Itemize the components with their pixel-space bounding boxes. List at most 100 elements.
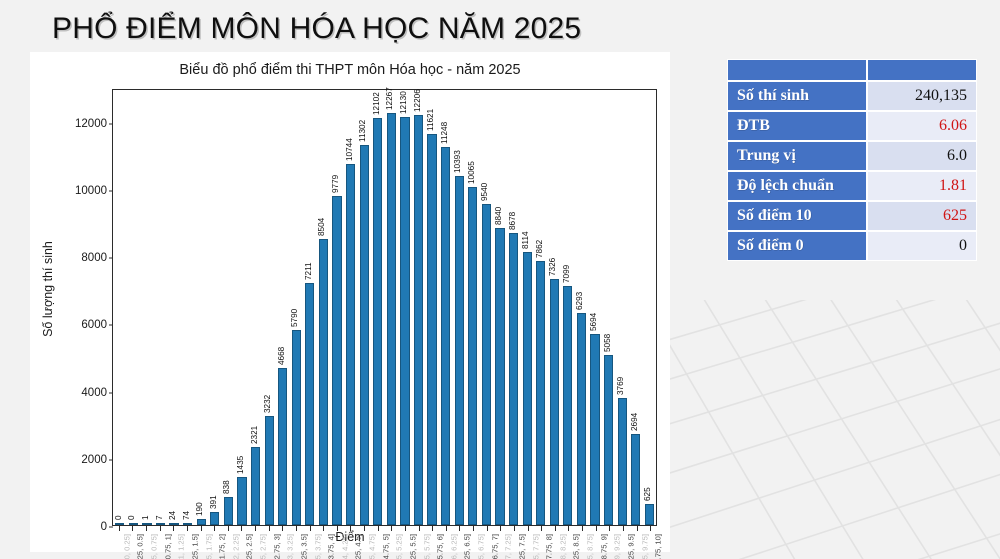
bar[interactable]: 7 bbox=[155, 515, 166, 525]
bar[interactable]: 8840 bbox=[494, 207, 505, 525]
x-tick-slot bbox=[330, 526, 344, 532]
bar-value-label: 8114 bbox=[521, 231, 531, 250]
bar-slot: 2321 bbox=[249, 90, 263, 525]
y-axis-tick-label: 8000 bbox=[81, 252, 107, 265]
bar-slot: 3232 bbox=[262, 90, 276, 525]
bar[interactable]: 391 bbox=[209, 495, 220, 525]
x-axis-tick-mark bbox=[350, 526, 352, 531]
x-tick-slot bbox=[235, 526, 249, 532]
bar[interactable]: 1435 bbox=[236, 456, 247, 525]
bar[interactable]: 7862 bbox=[535, 240, 546, 525]
x-axis-tick-mark bbox=[459, 526, 461, 531]
bar-slot: 8840 bbox=[493, 90, 507, 525]
x-axis-tick-mark bbox=[636, 526, 638, 531]
x-label-slot: (7.5, 7.75] bbox=[521, 534, 540, 559]
bar[interactable]: 4668 bbox=[277, 347, 288, 525]
bar[interactable]: 7326 bbox=[548, 258, 559, 525]
bar-value-label: 1 bbox=[141, 515, 151, 520]
bar[interactable]: 8678 bbox=[508, 212, 519, 525]
bar[interactable]: 2694 bbox=[630, 413, 641, 525]
bar[interactable]: 10393 bbox=[453, 150, 464, 525]
bar[interactable]: 8114 bbox=[521, 232, 532, 525]
bar[interactable]: 5694 bbox=[589, 312, 600, 525]
bar[interactable]: 625 bbox=[644, 487, 654, 525]
chart-y-axis-label: Số lượng thí sinh bbox=[41, 241, 55, 337]
bar-value-label: 3232 bbox=[263, 395, 273, 414]
table-row: Độ lệch chuẩn 1.81 bbox=[727, 171, 977, 201]
bar-value-label: 4668 bbox=[276, 346, 286, 366]
bar-value-label: 5058 bbox=[602, 333, 612, 352]
bar[interactable]: 11621 bbox=[426, 109, 437, 525]
bar[interactable]: 10065 bbox=[467, 161, 478, 525]
bar-slot: 11248 bbox=[439, 90, 453, 525]
bar[interactable]: 6293 bbox=[576, 292, 587, 525]
x-tick-slot bbox=[194, 526, 208, 532]
bar[interactable]: 12102 bbox=[372, 92, 383, 525]
x-axis-ticks bbox=[112, 526, 657, 532]
x-label-slot: (5.25, 5.5] bbox=[398, 534, 418, 559]
bar[interactable]: 3232 bbox=[263, 395, 274, 525]
bar[interactable]: 9779 bbox=[331, 175, 342, 525]
x-label-slot: (8, 8.25] bbox=[548, 534, 567, 559]
bar[interactable]: 74 bbox=[182, 510, 193, 525]
bar[interactable]: 10744 bbox=[345, 138, 356, 525]
table-row: ĐTB 6.06 bbox=[727, 111, 977, 141]
x-axis-tick-mark bbox=[500, 526, 502, 531]
y-axis-tick-label: 4000 bbox=[81, 386, 107, 399]
bar[interactable]: 8504 bbox=[318, 218, 329, 525]
x-label-slot: (8.75, 9] bbox=[589, 534, 608, 559]
bar-value-label: 391 bbox=[209, 495, 219, 509]
x-axis-tick-mark bbox=[391, 526, 393, 531]
y-axis-tick-label: 0 bbox=[100, 521, 107, 533]
bar[interactable]: 12267 bbox=[386, 87, 396, 525]
bar-slot: 12102 bbox=[371, 90, 385, 525]
x-tick-slot bbox=[385, 526, 399, 532]
x-label-slot: (3.75, 4] bbox=[316, 534, 336, 559]
x-axis-tick-mark bbox=[159, 526, 161, 531]
bar[interactable]: 9540 bbox=[481, 183, 491, 525]
x-axis-tick-mark bbox=[595, 526, 597, 531]
bar[interactable]: 12130 bbox=[399, 91, 410, 525]
x-axis-tick-mark bbox=[554, 526, 556, 531]
bar[interactable]: 11302 bbox=[358, 120, 369, 525]
bar-value-label: 74 bbox=[181, 510, 191, 520]
bar[interactable]: 3769 bbox=[616, 377, 627, 525]
bar[interactable]: 1 bbox=[141, 515, 152, 525]
bar[interactable]: 5790 bbox=[290, 309, 301, 525]
bar[interactable]: 7211 bbox=[304, 262, 315, 525]
x-tick-slot bbox=[153, 526, 167, 532]
x-tick-slot bbox=[248, 526, 262, 532]
x-tick-slot bbox=[139, 526, 153, 532]
x-axis-tick-mark bbox=[323, 526, 325, 531]
bar-value-label: 10065 bbox=[467, 160, 477, 184]
x-label-slot: (3.25, 3.5] bbox=[289, 534, 309, 559]
x-tick-slot bbox=[398, 526, 412, 532]
bar[interactable]: 24 bbox=[168, 511, 179, 525]
y-axis-tick-label: 10000 bbox=[75, 184, 107, 197]
bar-value-label: 3769 bbox=[616, 377, 626, 396]
x-label-slot: (8.5, 8.75] bbox=[575, 534, 595, 559]
x-axis-tick-mark bbox=[227, 526, 229, 531]
bar-slot: 9779 bbox=[330, 90, 344, 525]
x-tick-slot bbox=[289, 526, 303, 532]
bar[interactable]: 0 bbox=[128, 515, 138, 525]
bar[interactable]: 12206 bbox=[413, 89, 424, 525]
bar-slot: 391 bbox=[208, 90, 222, 525]
bar-slot: 190 bbox=[194, 90, 208, 525]
bar[interactable]: 838 bbox=[223, 480, 234, 525]
bar[interactable]: 7099 bbox=[562, 265, 573, 525]
bar[interactable]: 190 bbox=[195, 502, 206, 525]
x-label-slot: (2.75, 3] bbox=[262, 534, 281, 559]
bar-value-label: 7211 bbox=[304, 262, 314, 280]
bar[interactable]: 2321 bbox=[250, 426, 261, 525]
x-axis-tick-mark bbox=[200, 526, 202, 531]
bar[interactable]: 11248 bbox=[440, 122, 451, 525]
x-tick-slot bbox=[221, 526, 235, 532]
x-axis-tick-mark bbox=[404, 526, 406, 531]
x-label-slot: (2.25, 2.5] bbox=[235, 534, 254, 559]
bar[interactable]: 0 bbox=[114, 515, 125, 525]
bar[interactable]: 5058 bbox=[603, 334, 614, 525]
bar-value-label: 0 bbox=[113, 515, 123, 520]
bar-slot: 12267 bbox=[385, 87, 399, 525]
bar-slot: 11621 bbox=[425, 90, 439, 525]
